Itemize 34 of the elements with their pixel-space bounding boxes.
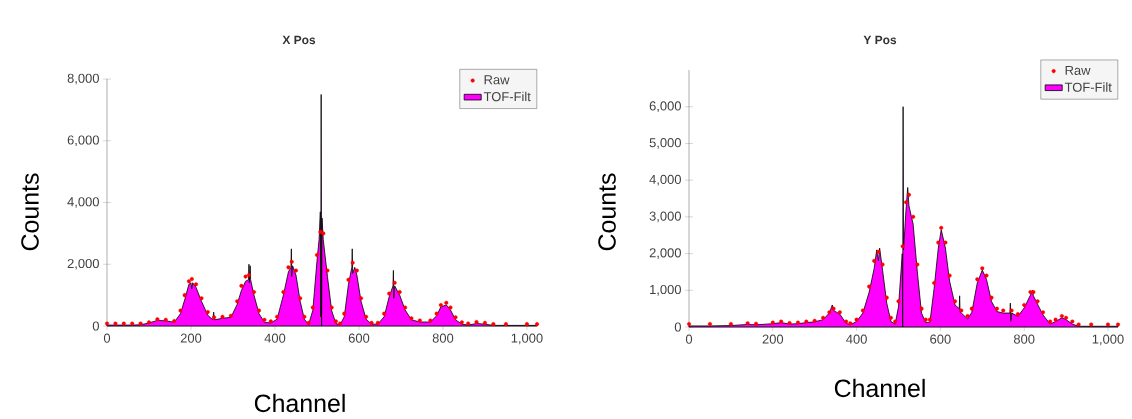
legend-label: TOF-Filt — [483, 91, 531, 102]
legend-label: TOF-Filt — [1064, 82, 1112, 92]
y-tick-label: 4,000 — [649, 174, 681, 186]
y-tick-label: 6,000 — [67, 135, 99, 147]
x-tick-label: 600 — [930, 334, 951, 344]
x-tick-label: 1,000 — [1092, 334, 1124, 346]
x-axis-title: Channel — [834, 378, 925, 398]
legend-label: Raw — [484, 75, 510, 85]
y-tick-label: 0 — [92, 321, 99, 331]
x-tick-label: 800 — [1013, 334, 1035, 344]
x-tick-label: 800 — [432, 333, 454, 343]
x-tick-label: 200 — [762, 334, 784, 344]
x-tick-label: 0 — [685, 334, 693, 344]
x-tick-label: 600 — [348, 333, 370, 343]
x-tick-label: 0 — [103, 333, 111, 343]
x-tick-label: 1,000 — [511, 333, 543, 345]
chart-title: X Pos — [282, 35, 316, 45]
y-tick-label: 6,000 — [649, 101, 681, 113]
y-axis-title: Counts — [598, 173, 616, 251]
x-tick-label: 400 — [264, 333, 286, 343]
y-tick-label: 0 — [674, 322, 681, 332]
x-axis-title: Channel — [254, 393, 345, 413]
x-tick-label: 200 — [180, 333, 202, 343]
y-tick-label: 4,000 — [67, 197, 99, 208]
y-tick-label: 5,000 — [649, 138, 681, 149]
y-tick-label: 2,000 — [67, 258, 99, 270]
y-tick-label: 8,000 — [67, 73, 99, 85]
y-tick-label: 1,000 — [650, 284, 681, 296]
y-axis-title: Counts — [21, 173, 39, 251]
chart-title: Y Pos — [863, 35, 897, 45]
y-tick-label: 3,000 — [649, 211, 681, 223]
legend-label: Raw — [1065, 65, 1091, 75]
x-tick-label: 400 — [846, 334, 867, 344]
y-tick-label: 2,000 — [649, 248, 681, 259]
